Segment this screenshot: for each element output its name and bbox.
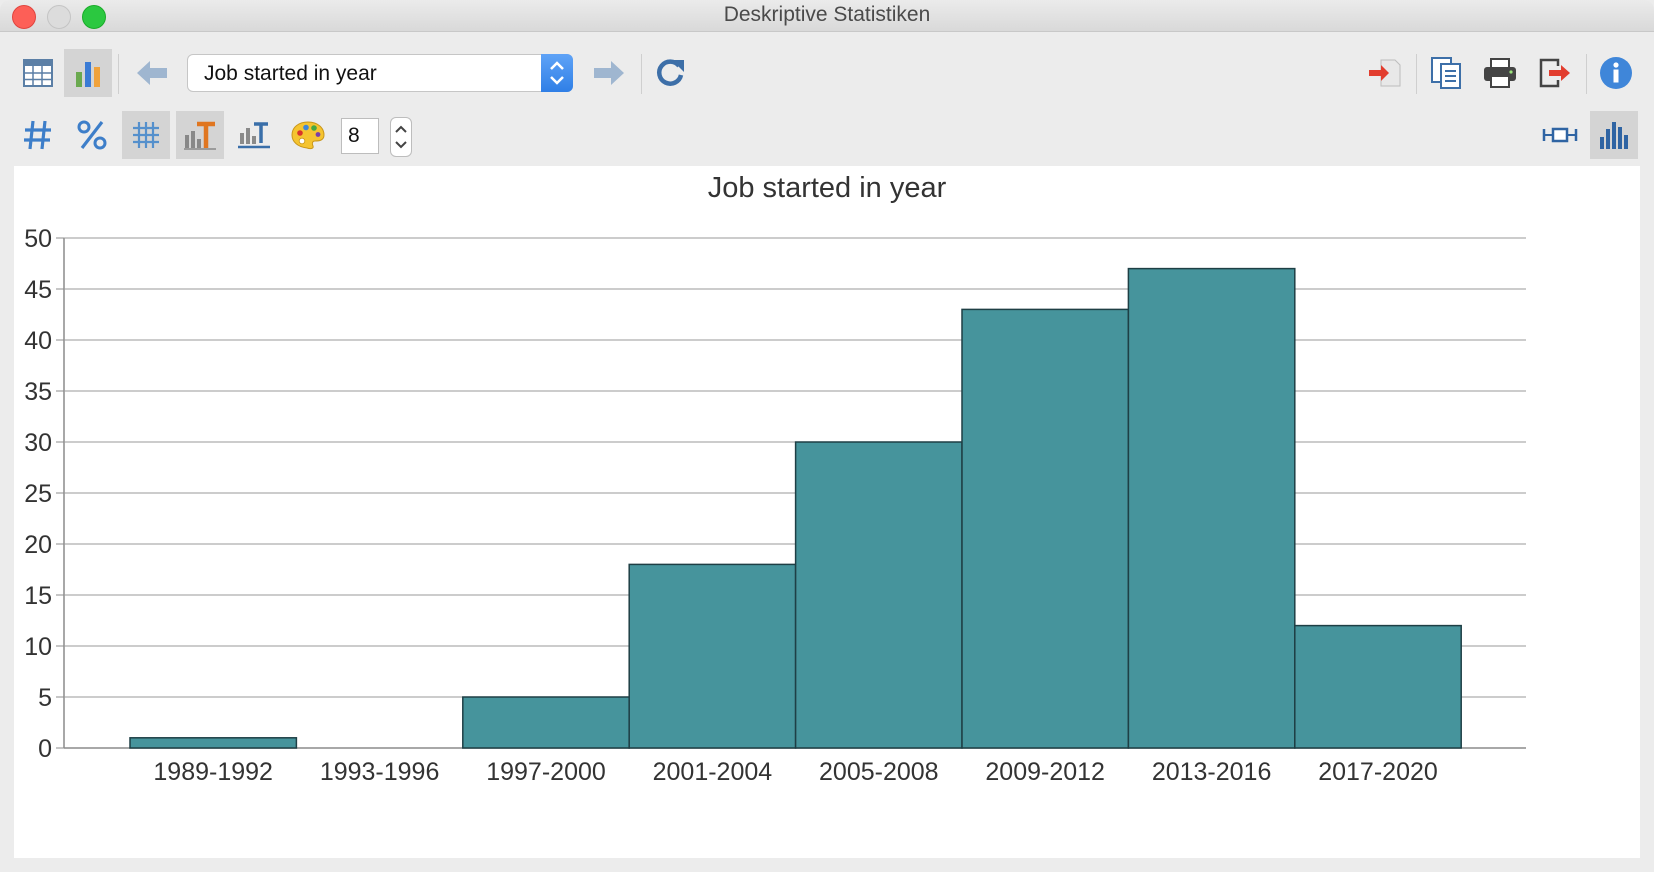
y-tick-label: 10 — [24, 633, 52, 661]
axis-labels-toggle-button[interactable] — [230, 111, 278, 159]
boxplot-icon — [1542, 127, 1578, 143]
y-tick-label: 35 — [24, 378, 52, 406]
histogram-bar — [129, 737, 298, 749]
histogram-chart: 0 5 10 15 20 25 30 35 40 45 50 1989-1992 1993-1996 19… — [24, 225, 1526, 786]
y-tick-label: 30 — [24, 429, 52, 457]
table-view-button[interactable] — [14, 49, 62, 97]
chart-view-button[interactable] — [64, 49, 112, 97]
y-tick-label: 5 — [38, 684, 52, 712]
boxplot-button[interactable] — [1536, 111, 1584, 159]
minimize-window-button[interactable] — [47, 5, 71, 29]
y-tick-label: 15 — [24, 582, 52, 610]
stepper-icon — [395, 125, 407, 149]
previous-variable-button[interactable] — [128, 49, 176, 97]
variable-select[interactable]: Job started in year — [187, 54, 573, 92]
y-tick-label: 45 — [24, 276, 52, 304]
histogram-bar — [961, 308, 1130, 749]
select-chevron-icon — [541, 54, 573, 92]
x-tick-label: 2017-2020 — [1318, 758, 1438, 786]
bin-count-input[interactable]: 8 — [341, 118, 379, 154]
table-icon — [23, 59, 53, 87]
export-excel-button[interactable] — [1360, 49, 1408, 97]
x-tick-label: 2009-2012 — [985, 758, 1105, 786]
variable-select-value: Job started in year — [204, 62, 377, 85]
y-tick-label: 20 — [24, 531, 52, 559]
y-tick-label: 40 — [24, 327, 52, 355]
bar-chart-icon — [76, 62, 100, 87]
data-labels-toggle-button[interactable] — [176, 111, 224, 159]
x-tick-label: 2001-2004 — [653, 758, 773, 786]
x-tick-label: 2013-2016 — [1152, 758, 1272, 786]
x-tick-label: 1997-2000 — [486, 758, 606, 786]
copy-icon — [1431, 57, 1461, 89]
chart-title: Job started in year — [707, 172, 947, 204]
next-variable-button[interactable] — [585, 49, 633, 97]
toolbar-separator — [1416, 54, 1417, 94]
histogram-bar — [462, 696, 630, 749]
printer-icon — [1484, 58, 1516, 88]
palette-icon — [291, 121, 325, 150]
toolbar-separator — [1586, 54, 1587, 94]
gridlines-toggle-button[interactable] — [122, 111, 170, 159]
histogram-bar — [794, 441, 963, 749]
toolbar-separator — [118, 54, 119, 94]
exit-button[interactable] — [1531, 49, 1579, 97]
info-icon — [1600, 57, 1632, 89]
y-tick-label: 25 — [24, 480, 52, 508]
copy-button[interactable] — [1422, 49, 1470, 97]
histogram-bar — [1294, 624, 1462, 749]
axis-labels-icon — [238, 122, 270, 149]
x-tick-label: 1989-1992 — [153, 758, 273, 786]
toolbar-separator — [641, 54, 642, 94]
bin-count-stepper[interactable] — [390, 117, 412, 157]
arrow-right-icon — [594, 61, 624, 85]
data-labels-icon — [184, 121, 216, 150]
window-title: Deskriptive Statistiken — [723, 3, 931, 26]
info-button[interactable] — [1592, 49, 1640, 97]
exit-icon — [1539, 58, 1570, 88]
x-tick-label: 2005-2008 — [819, 758, 939, 786]
histogram-bar — [628, 563, 797, 749]
histogram-icon — [1600, 122, 1628, 149]
grid-icon — [133, 122, 159, 148]
chart-area: Job started in year 0 5 10 15 20 25 30 35 40 45 50… — [14, 166, 1640, 858]
percent-values-button[interactable] — [68, 111, 116, 159]
print-button[interactable] — [1476, 49, 1524, 97]
y-tick-label: 50 — [24, 225, 52, 253]
histogram-bar — [1127, 267, 1296, 749]
x-tick-label: 1993-1996 — [320, 758, 440, 786]
refresh-button[interactable] — [646, 49, 694, 97]
y-tick-label: 0 — [38, 735, 52, 763]
refresh-icon — [657, 59, 684, 86]
maximize-window-button[interactable] — [82, 5, 106, 29]
export-icon — [1369, 59, 1401, 87]
color-palette-button[interactable] — [284, 111, 332, 159]
histogram-button[interactable] — [1590, 111, 1638, 159]
titlebar: Deskriptive Statistiken — [0, 0, 1654, 32]
close-window-button[interactable] — [12, 5, 36, 29]
arrow-left-icon — [137, 61, 167, 85]
percent-icon — [77, 120, 107, 150]
absolute-values-button[interactable] — [14, 111, 62, 159]
hash-icon — [24, 120, 51, 150]
